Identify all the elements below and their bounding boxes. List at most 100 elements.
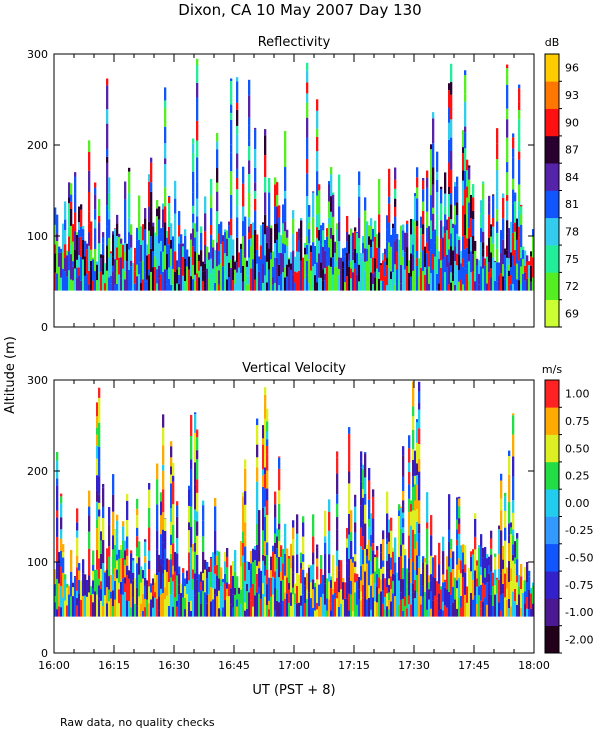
heatmap-cell [414,534,417,549]
heatmap-cell [390,517,393,531]
heatmap-cell [160,588,163,595]
heatmap-cell [480,266,483,291]
vertical-velocity-colorbar: -2.00-1.00-0.75-0.50-0.250.000.250.500.7… [544,379,593,654]
heatmap-cell [346,563,349,582]
heatmap-cell [236,262,239,273]
heatmap-cell [512,189,515,204]
heatmap-cell [196,535,199,555]
heatmap-cell [270,596,273,617]
heatmap-cell [232,594,235,608]
heatmap-cell [402,455,405,477]
heatmap-cell [336,473,339,495]
heatmap-cell [78,206,81,223]
y-axis-label: Altitude (m) [3,336,18,414]
heatmap-cell [210,234,213,259]
heatmap-cell [518,184,521,202]
heatmap-cell [268,216,271,227]
heatmap-cell [512,500,515,513]
heatmap-cell [340,257,343,271]
heatmap-cell [372,284,375,291]
heatmap-cell [124,592,127,617]
heatmap-cell [160,501,163,516]
heatmap-cell [62,557,65,573]
heatmap-cell [98,516,101,536]
heatmap-cell [354,249,357,264]
heatmap-cell [188,601,191,617]
heatmap-cell [126,565,129,576]
heatmap-cell [452,250,455,275]
heatmap-cell [528,570,531,577]
heatmap-cell [300,568,303,584]
heatmap-cell [400,528,403,545]
heatmap-cell [486,554,489,559]
heatmap-cell [216,168,219,183]
heatmap-cell [262,507,265,531]
heatmap-cell [178,283,181,291]
heatmap-cell [308,283,311,291]
heatmap-cell [316,579,319,603]
heatmap-cell [102,483,105,488]
heatmap-cell [74,596,77,617]
heatmap-cell [306,236,309,245]
heatmap-cell [458,518,461,524]
heatmap-cell [394,188,397,199]
heatmap-cell [176,501,179,506]
heatmap-cell [402,567,405,580]
heatmap-cell [408,535,411,559]
heatmap-cell [374,571,377,584]
heatmap-cell [514,557,517,564]
heatmap-cell [224,253,227,277]
heatmap-cell [360,279,363,291]
heatmap-cell [336,241,339,249]
heatmap-cell [248,146,251,161]
heatmap-cell [508,543,511,561]
heatmap-cell [524,603,527,617]
heatmap-cell [244,522,247,537]
heatmap-cell [386,258,389,266]
heatmap-cell [336,494,339,504]
heatmap-cell [242,496,245,511]
heatmap-cell [370,609,373,617]
heatmap-cell [420,228,423,236]
heatmap-cell [104,263,107,284]
heatmap-cell [284,553,287,576]
heatmap-cell [284,141,287,168]
heatmap-cell [98,578,101,586]
heatmap-cell [258,568,261,588]
heatmap-cell [172,242,175,249]
heatmap-cell [456,499,459,520]
y-tick-label: 0 [41,647,48,660]
heatmap-cell [414,283,417,291]
heatmap-cell [214,282,217,291]
heatmap-cell [482,231,485,243]
heatmap-cell [306,173,309,197]
heatmap-cell [178,211,181,226]
heatmap-cell [116,536,119,555]
heatmap-cell [464,148,467,171]
heatmap-cell [288,267,291,291]
heatmap-cell [280,274,283,291]
heatmap-cell [258,561,261,569]
heatmap-cell [308,259,311,284]
heatmap-cell [468,167,471,180]
heatmap-cell [102,255,105,275]
heatmap-cell [76,590,79,599]
heatmap-cell [118,237,121,258]
heatmap-cell [222,607,225,617]
heatmap-cell [448,542,451,567]
heatmap-cell [178,267,181,275]
heatmap-cell [302,554,305,562]
heatmap-cell [348,253,351,261]
heatmap-cell [466,263,469,275]
colorbar-label: -0.25 [565,524,593,537]
heatmap-cell [444,226,447,234]
heatmap-cell [126,536,129,549]
heatmap-cell [516,218,519,240]
heatmap-cell [502,559,505,569]
heatmap-cell [398,254,401,268]
heatmap-cell [268,609,271,617]
heatmap-cell [518,237,521,261]
colorbar-swatch [545,489,559,517]
heatmap-cell [498,590,501,603]
heatmap-cell [172,606,175,617]
